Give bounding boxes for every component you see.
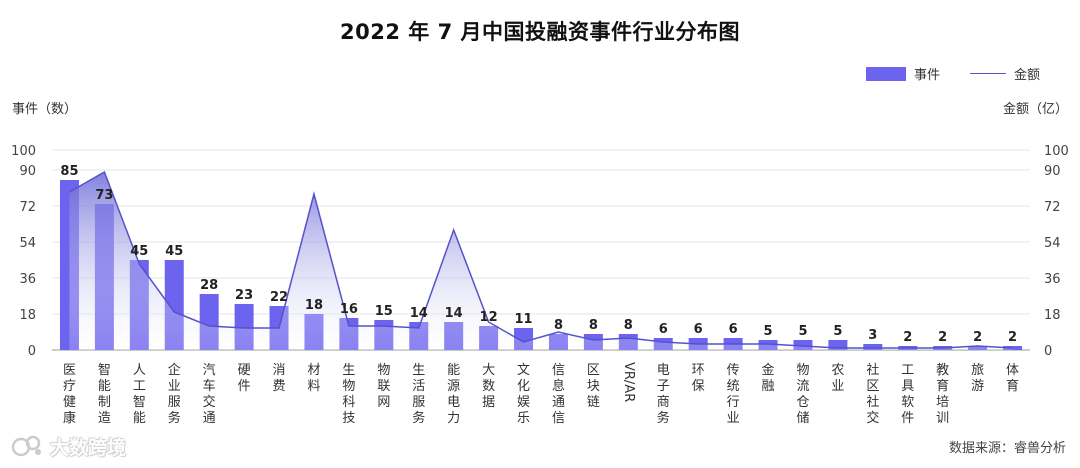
y-right-tick-label: 36 (1044, 272, 1061, 287)
legend-bar-label: 事件 (913, 68, 940, 83)
bar-value-label: 28 (200, 278, 218, 293)
bar-value-label: 6 (659, 322, 668, 337)
watermark-logo-icon (11, 435, 41, 457)
bar (828, 340, 848, 350)
bar-value-label: 8 (589, 318, 598, 333)
source-note: 数据来源：睿兽分析 (948, 441, 1066, 456)
category-label: 物联网 (377, 363, 390, 410)
bar-value-label: 73 (95, 188, 113, 203)
y-left-tick-label: 18 (19, 308, 36, 323)
category-label: 生物科技 (342, 363, 355, 426)
chart-title: 2022 年 7 月中国投融资事件行业分布图 (340, 20, 740, 44)
category-label: 能源电力 (447, 363, 460, 426)
category-label: 文化娱乐 (517, 363, 530, 426)
category-label: 智能制造 (98, 363, 111, 426)
bar-value-label: 22 (270, 290, 288, 305)
category-label: 物流仓储 (796, 363, 809, 426)
category-label: 大数据 (482, 363, 495, 410)
category-label: 农业 (831, 363, 844, 394)
bar-value-label: 14 (410, 306, 428, 321)
bar-value-label: 2 (973, 330, 982, 345)
y-axis-left-title: 事件（数） (12, 102, 78, 117)
category-label: 硬件 (238, 363, 251, 394)
category-label: 人工智能 (133, 363, 146, 426)
amount-area (69, 172, 1013, 350)
bar-value-label: 85 (60, 164, 78, 179)
bar (863, 344, 883, 350)
y-right-tick-label: 90 (1044, 164, 1061, 179)
category-label: 金融 (762, 362, 775, 394)
bar-value-label: 12 (480, 310, 498, 325)
bar-value-label: 3 (868, 328, 877, 343)
category-label: 汽车交通 (203, 363, 216, 426)
legend-bar-swatch (865, 66, 906, 81)
amount-line (69, 170, 1013, 349)
category-label: 旅游 (971, 363, 984, 394)
legend: 事件 金额 (865, 64, 1040, 83)
bar-value-label: 16 (340, 302, 358, 317)
category-label: 传统行业 (727, 363, 740, 426)
category-label: 区块链 (587, 363, 600, 410)
watermark-text: 大数跨境 (50, 436, 127, 459)
category-label: 体育 (1006, 363, 1019, 394)
bar-value-label: 5 (764, 324, 773, 339)
bar-value-label: 6 (694, 322, 703, 337)
bar-value-label: 45 (165, 244, 183, 259)
y-left-tick-label: 54 (19, 236, 36, 251)
bar-value-label: 6 (729, 322, 738, 337)
y-right-tick-label: 72 (1044, 200, 1061, 215)
y-right-tick-label: 0 (1044, 344, 1052, 359)
bar-value-label: 5 (833, 324, 842, 339)
bar-value-label: 11 (514, 312, 532, 327)
bar-value-label: 23 (235, 288, 253, 303)
category-label: VR/AR (621, 362, 636, 402)
bar-value-label: 8 (554, 318, 563, 333)
y-right-tick-label: 18 (1044, 308, 1061, 323)
category-label: 教育培训 (936, 362, 949, 426)
bar-value-label: 45 (130, 244, 148, 259)
y-left-tick-label: 36 (19, 272, 36, 287)
legend-line-label: 金额 (1013, 68, 1040, 83)
bar-value-label: 2 (1008, 330, 1017, 345)
bar-value-label: 18 (305, 298, 323, 313)
bar-value-label: 2 (938, 330, 947, 345)
category-label: 医疗健康 (63, 363, 76, 426)
category-label: 企业服务 (168, 362, 181, 426)
y-left-tick-label: 72 (19, 200, 36, 215)
bar-value-label: 14 (445, 306, 463, 321)
y-left-tick-label: 100 (11, 144, 36, 159)
y-left-tick-label: 90 (19, 164, 36, 179)
category-label: 电子商务 (657, 363, 670, 426)
bar-value-label: 8 (624, 318, 633, 333)
y-right-tick-label: 100 (1044, 144, 1069, 159)
category-label: 消费 (273, 363, 286, 394)
watermark: 大数跨境 (10, 432, 126, 460)
legend-line-swatch (969, 73, 1006, 74)
bar-value-label: 5 (798, 324, 807, 339)
category-label: 工具软件 (901, 363, 914, 426)
bar (793, 340, 813, 350)
category-label: 材料 (307, 363, 320, 394)
category-label: 环保 (692, 363, 705, 394)
category-label: 信息通信 (552, 363, 565, 426)
y-axis-right-title: 金额（亿） (1002, 102, 1068, 117)
bar-value-label: 2 (903, 330, 912, 345)
category-label: 社区社交 (866, 362, 879, 426)
category-label: 生活服务 (412, 363, 425, 426)
y-left-tick-label: 0 (28, 344, 36, 359)
y-right-tick-label: 54 (1044, 236, 1061, 251)
bar-value-label: 15 (375, 304, 393, 319)
